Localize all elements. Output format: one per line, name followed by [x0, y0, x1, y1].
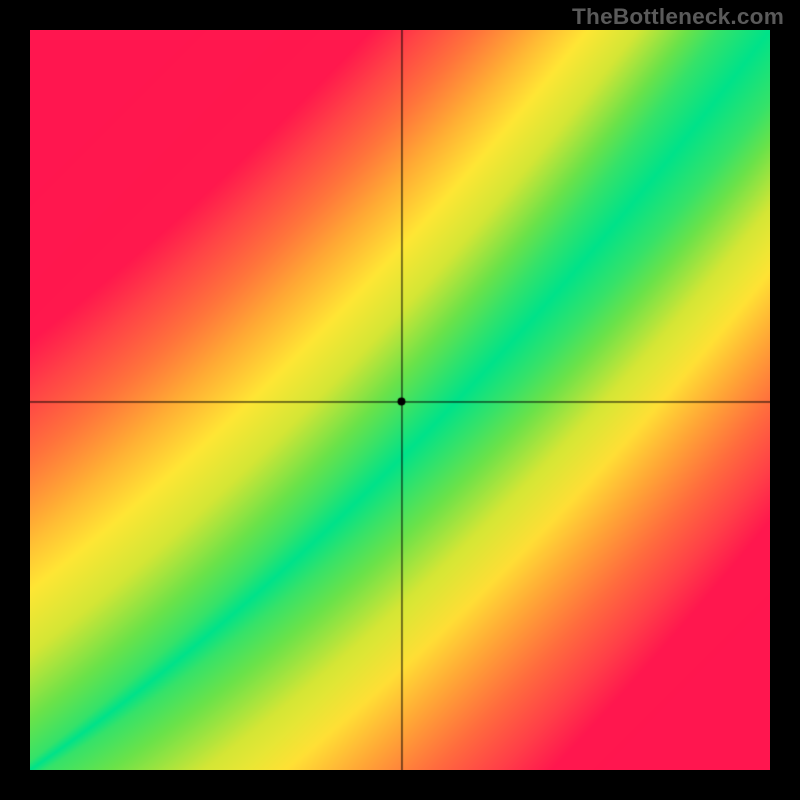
chart-container: TheBottleneck.com	[0, 0, 800, 800]
bottleneck-heatmap	[30, 30, 770, 770]
watermark-text: TheBottleneck.com	[572, 4, 784, 30]
